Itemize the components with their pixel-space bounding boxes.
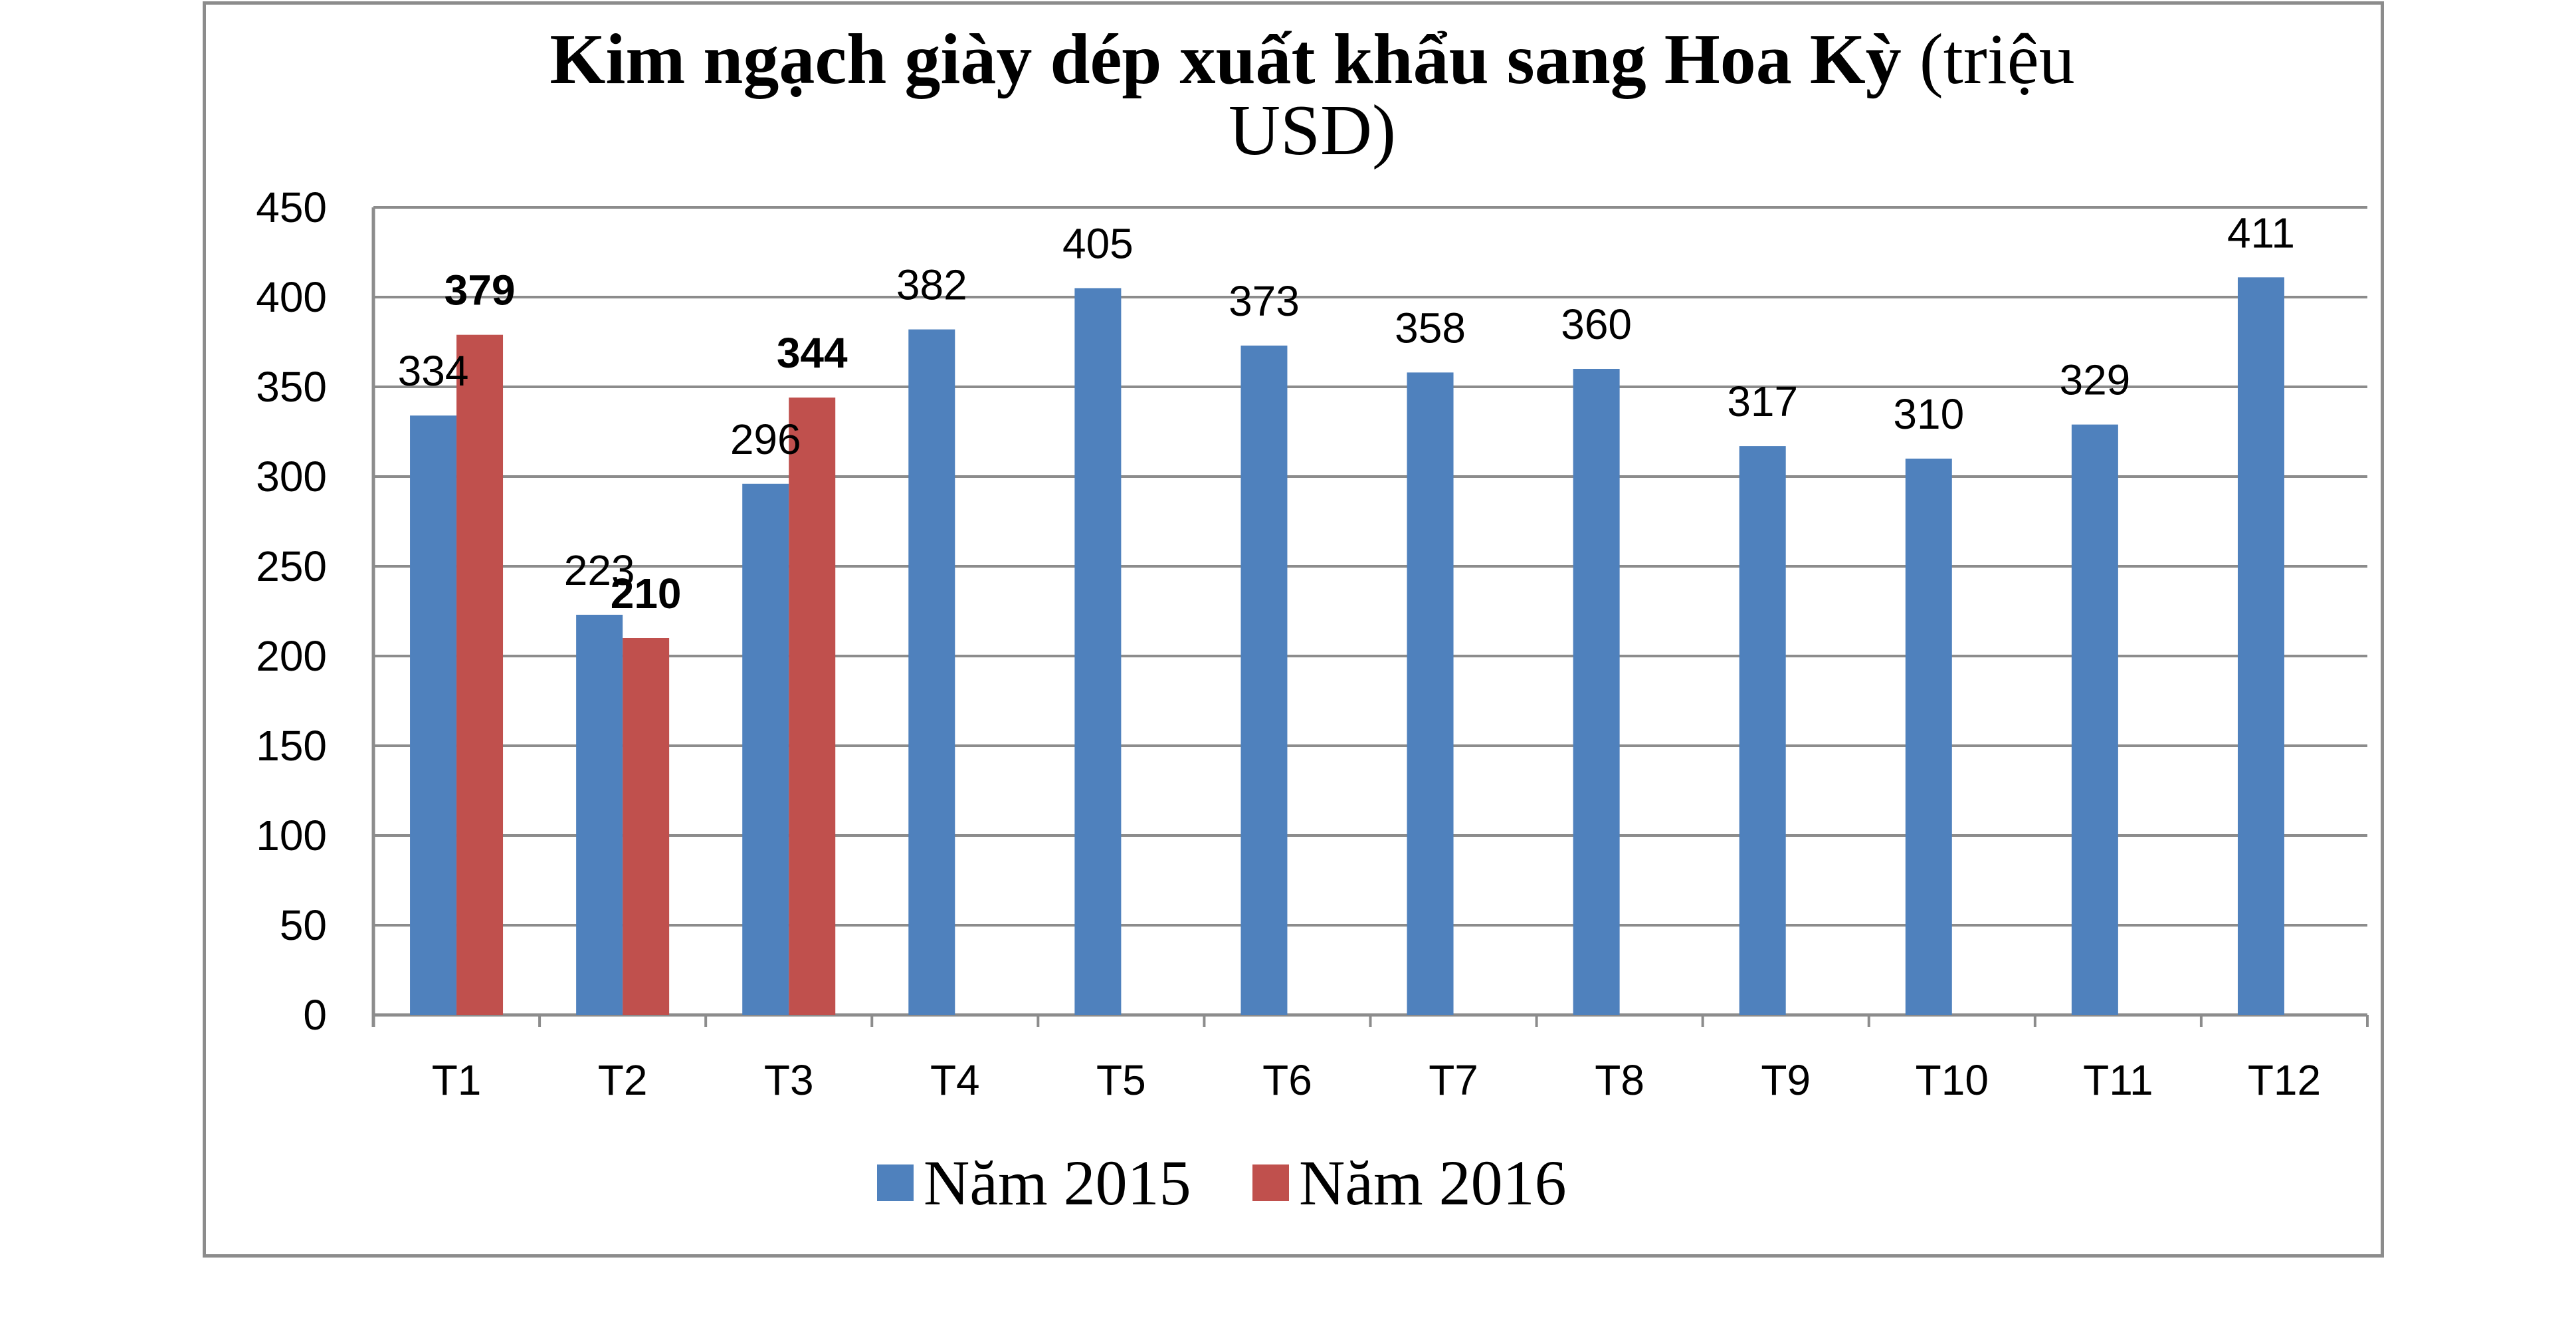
y-tick-label: 150 <box>256 722 327 770</box>
data-label: 223 <box>564 546 635 594</box>
chart-title-segment: (triệu <box>1902 20 2075 99</box>
x-axis-tick-labels: T1 T2 T3 T4 T5 T6 T7 T8 T9 T10 T11 T12 <box>432 1056 2321 1104</box>
data-label: 358 <box>1395 304 1466 352</box>
bar-năm-2016-t3 <box>789 397 836 1015</box>
bar-năm-2015-t5 <box>1074 288 1122 1015</box>
y-tick-label: 400 <box>256 273 327 321</box>
x-tick-label: T8 <box>1595 1056 1644 1104</box>
bar-năm-2015-t6 <box>1240 345 1288 1015</box>
x-tick-label: T9 <box>1761 1056 1811 1104</box>
bar-năm-2015-t4 <box>908 329 955 1016</box>
bar-năm-2015-t8 <box>1573 369 1620 1015</box>
x-tick-label: T5 <box>1096 1056 1146 1104</box>
chart-title-line: USD) <box>1229 91 1396 170</box>
data-label: 344 <box>777 329 848 377</box>
data-label: 296 <box>730 415 801 463</box>
bar-chart: Kim ngạch giày dép xuất khẩu sang Hoa Kỳ… <box>256 20 2369 1218</box>
x-tick-label: T10 <box>1916 1056 1989 1104</box>
chart-title-line: Kim ngạch giày dép xuất khẩu sang Hoa Kỳ… <box>549 20 2074 99</box>
bar-năm-2015-t1 <box>410 415 457 1015</box>
y-tick-label: 0 <box>303 991 327 1039</box>
legend-label: Năm 2016 <box>1299 1147 1567 1218</box>
data-label: 317 <box>1727 378 1798 425</box>
bar-năm-2015-t9 <box>1739 446 1786 1015</box>
data-label: 379 <box>445 267 516 314</box>
bar-năm-2015-t2 <box>576 614 623 1015</box>
y-tick-label: 100 <box>256 812 327 859</box>
data-label: 382 <box>896 261 967 309</box>
chart-frame: Kim ngạch giày dép xuất khẩu sang Hoa Kỳ… <box>203 1 2384 1258</box>
data-label: 360 <box>1561 300 1632 348</box>
bar-năm-2015-t10 <box>1905 459 1952 1015</box>
y-tick-label: 50 <box>280 901 327 949</box>
chart-title-segment: USD) <box>1229 91 1396 170</box>
data-label: 405 <box>1062 220 1134 268</box>
y-tick-label: 450 <box>256 183 327 231</box>
x-tick-label: T7 <box>1429 1056 1478 1104</box>
x-tick-label: T1 <box>432 1056 482 1104</box>
chart-title-segment: Kim ngạch giày dép xuất khẩu sang Hoa Kỳ <box>549 20 1901 99</box>
y-tick-label: 350 <box>256 363 327 411</box>
bar-năm-2015-t3 <box>742 483 789 1015</box>
bar-năm-2016-t2 <box>623 638 670 1015</box>
data-label: 411 <box>2227 209 2295 257</box>
x-tick-label: T3 <box>764 1056 814 1104</box>
x-axis <box>371 207 2369 1027</box>
x-tick-label: T2 <box>598 1056 648 1104</box>
x-tick-label: T6 <box>1262 1056 1312 1104</box>
data-label: 334 <box>398 347 469 395</box>
y-tick-label: 300 <box>256 453 327 500</box>
x-tick-label: T4 <box>930 1056 980 1104</box>
x-tick-label: T11 <box>2083 1056 2153 1104</box>
legend: Năm 2015 Năm 2016 <box>877 1147 1567 1218</box>
y-tick-label: 200 <box>256 632 327 680</box>
y-axis-tick-labels: 0 50 100 150 200 250 300 350 400 450 <box>256 183 327 1039</box>
bar-năm-2015-t7 <box>1407 372 1454 1015</box>
data-label: 310 <box>1893 390 1964 438</box>
data-label: 329 <box>2059 356 2130 404</box>
legend-swatch <box>1252 1164 1289 1201</box>
bars <box>410 277 2284 1016</box>
bar-năm-2016-t1 <box>456 334 504 1015</box>
legend-label: Năm 2015 <box>924 1147 1191 1218</box>
y-tick-label: 250 <box>256 542 327 590</box>
data-label: 210 <box>611 570 682 617</box>
gridlines <box>373 206 2367 927</box>
chart-title: Kim ngạch giày dép xuất khẩu sang Hoa Kỳ… <box>549 20 2074 170</box>
data-label: 373 <box>1229 277 1300 325</box>
x-tick-label: T12 <box>2248 1056 2321 1104</box>
bar-năm-2015-t11 <box>2071 424 2118 1015</box>
legend-swatch <box>877 1164 914 1201</box>
bar-năm-2015-t12 <box>2237 277 2284 1015</box>
